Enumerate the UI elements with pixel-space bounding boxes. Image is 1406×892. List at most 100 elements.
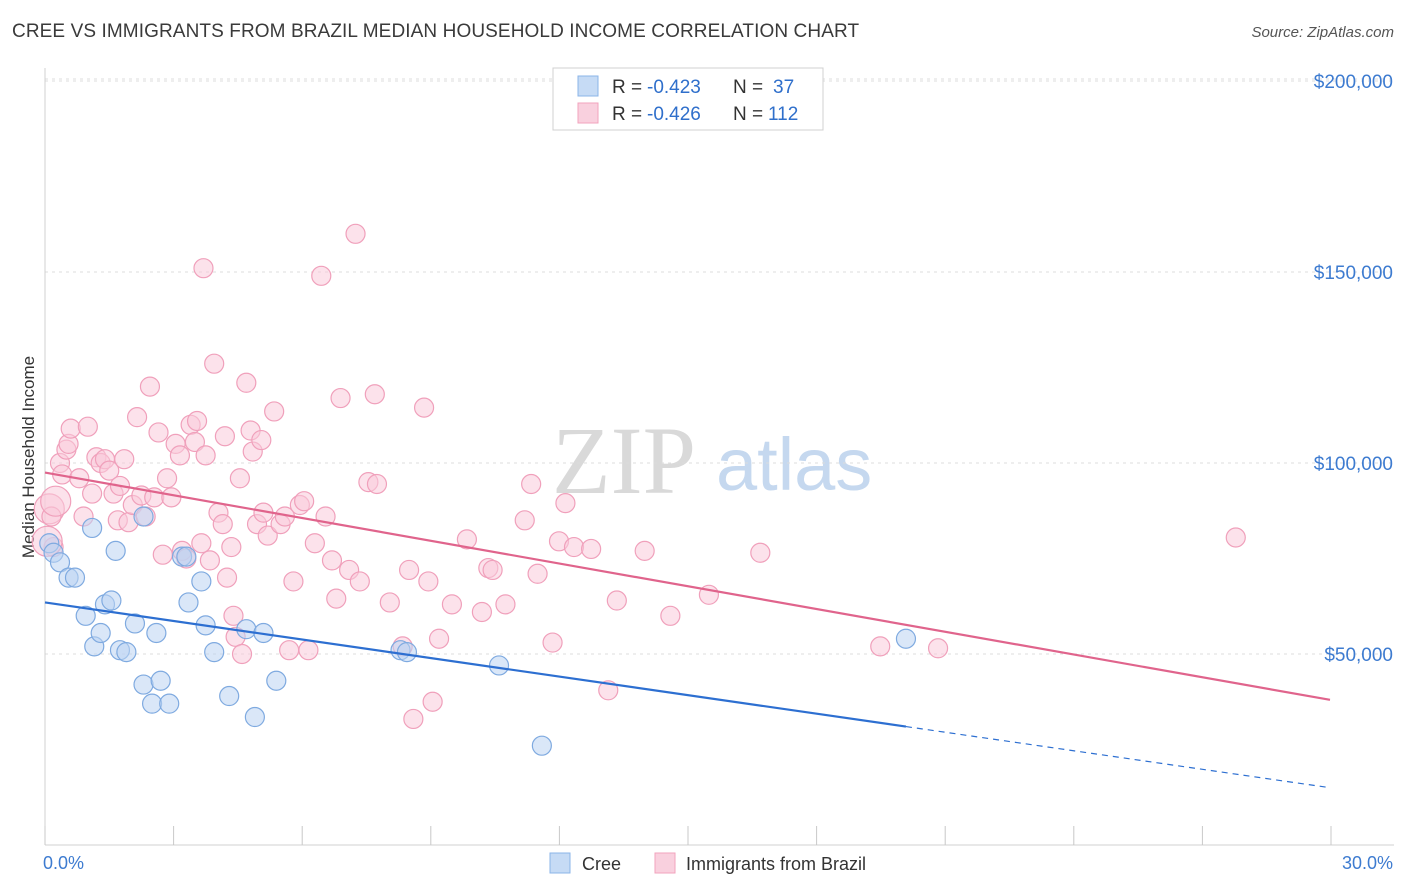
series-cree-points xyxy=(39,506,917,756)
brazil-point xyxy=(212,514,233,535)
x-tick-label-right: 30.0% xyxy=(1342,853,1393,873)
brazil-point xyxy=(422,691,443,712)
brazil-point xyxy=(152,544,173,565)
brazil-point xyxy=(345,223,366,244)
brazil-point xyxy=(1225,527,1246,548)
trend-lines xyxy=(44,471,1331,789)
brazil-point xyxy=(193,258,214,279)
brazil-point xyxy=(251,429,272,451)
brazil-point xyxy=(364,384,385,405)
brazil-point xyxy=(413,397,435,418)
brazil-point xyxy=(482,559,503,581)
brazil-point xyxy=(264,401,285,422)
brazil-point xyxy=(148,422,169,443)
brazil-point xyxy=(366,473,388,495)
bottom-legend-cree-label: Cree xyxy=(582,854,621,874)
legend-brazil-n-label: N = xyxy=(733,104,763,125)
brazil-point xyxy=(441,594,463,615)
legend-cree-n-label: N = xyxy=(733,77,763,98)
brazil-point xyxy=(634,540,655,561)
brazil-point xyxy=(60,418,81,439)
cree-point xyxy=(219,685,240,707)
brazil-point xyxy=(184,431,206,453)
cree-point xyxy=(191,571,212,592)
cree-point xyxy=(116,641,137,663)
brazil-point xyxy=(298,640,319,661)
brazil-point xyxy=(294,491,315,512)
cree-point xyxy=(75,605,96,626)
brazil-point xyxy=(221,536,242,558)
brazil-point xyxy=(418,571,439,592)
legend-cree-r-value: -0.423 xyxy=(647,77,701,98)
brazil-point xyxy=(870,636,891,657)
y-tick-label: $150,000 xyxy=(1314,263,1393,284)
brazil-point xyxy=(555,493,576,514)
y-tick-label: $50,000 xyxy=(1324,645,1393,666)
y-tick-labels: $50,000 $100,000 $150,000 $200,000 xyxy=(1314,72,1393,666)
brazil-point xyxy=(521,473,542,495)
brazil-point xyxy=(304,533,325,554)
brazil-point xyxy=(471,601,492,623)
brazil-point xyxy=(236,372,257,393)
cree-point xyxy=(178,592,199,613)
cree-point xyxy=(176,546,197,567)
brazil-point xyxy=(231,643,253,665)
legend-cree-swatch xyxy=(577,75,599,97)
brazil-point xyxy=(257,525,278,546)
cree-point xyxy=(133,506,154,527)
cree-point xyxy=(141,693,163,714)
legend-brazil-r-value: -0.426 xyxy=(647,104,701,125)
legend-brazil-r-label: R = xyxy=(612,104,642,125)
brazil-point xyxy=(403,708,424,730)
brazil-point xyxy=(161,487,182,508)
brazil-point xyxy=(214,426,235,447)
legend-brazil-swatch xyxy=(577,102,599,124)
cree-point xyxy=(244,706,265,728)
cree-point xyxy=(82,517,103,539)
brazil-point xyxy=(77,416,98,437)
brazil-point xyxy=(186,410,208,432)
cree-point xyxy=(266,670,287,691)
bottom-legend-cree-swatch xyxy=(549,852,571,874)
bottom-legend-brazil-label: Immigrants from Brazil xyxy=(686,854,866,874)
brazil-point xyxy=(527,563,548,584)
cree-point xyxy=(124,613,146,634)
brazil-point xyxy=(398,559,420,581)
bottom-legend-brazil-swatch xyxy=(654,852,676,874)
series-legend: Cree Immigrants from Brazil xyxy=(549,852,866,874)
y-tick-label: $100,000 xyxy=(1314,454,1393,475)
cree-point xyxy=(531,735,552,756)
brazil-point xyxy=(126,407,148,428)
cree-point xyxy=(146,622,167,644)
brazil-point xyxy=(660,605,681,626)
brazil-point xyxy=(40,485,72,517)
brazil-point xyxy=(330,387,351,409)
legend-cree-r-label: R = xyxy=(612,77,642,98)
brazil-point xyxy=(195,445,216,466)
x-tick-label-left: 0.0% xyxy=(43,853,84,873)
cree-point xyxy=(895,628,917,649)
axes xyxy=(44,68,1394,846)
brazil-point xyxy=(99,460,120,481)
y-axis-label: Median Household Income xyxy=(19,356,38,558)
cree-point xyxy=(101,590,122,611)
y-tick-label: $200,000 xyxy=(1314,72,1393,93)
brazil-point xyxy=(750,542,771,563)
brazil-point xyxy=(204,353,225,374)
cree-point xyxy=(90,622,111,644)
cree-point xyxy=(133,674,154,695)
x-ticks xyxy=(44,826,1332,845)
brazil-point xyxy=(514,510,535,531)
brazil-point xyxy=(428,628,450,649)
brazil-point xyxy=(199,550,221,571)
brazil-point xyxy=(156,468,178,489)
brazil-point xyxy=(379,592,400,613)
brazil-point xyxy=(82,483,103,504)
cree-point xyxy=(150,670,171,691)
cree-point xyxy=(396,641,418,663)
watermark-atlas: atlas xyxy=(716,423,872,506)
brazil-point xyxy=(542,632,563,653)
brazil-point xyxy=(563,536,585,558)
brazil-point xyxy=(114,449,135,470)
